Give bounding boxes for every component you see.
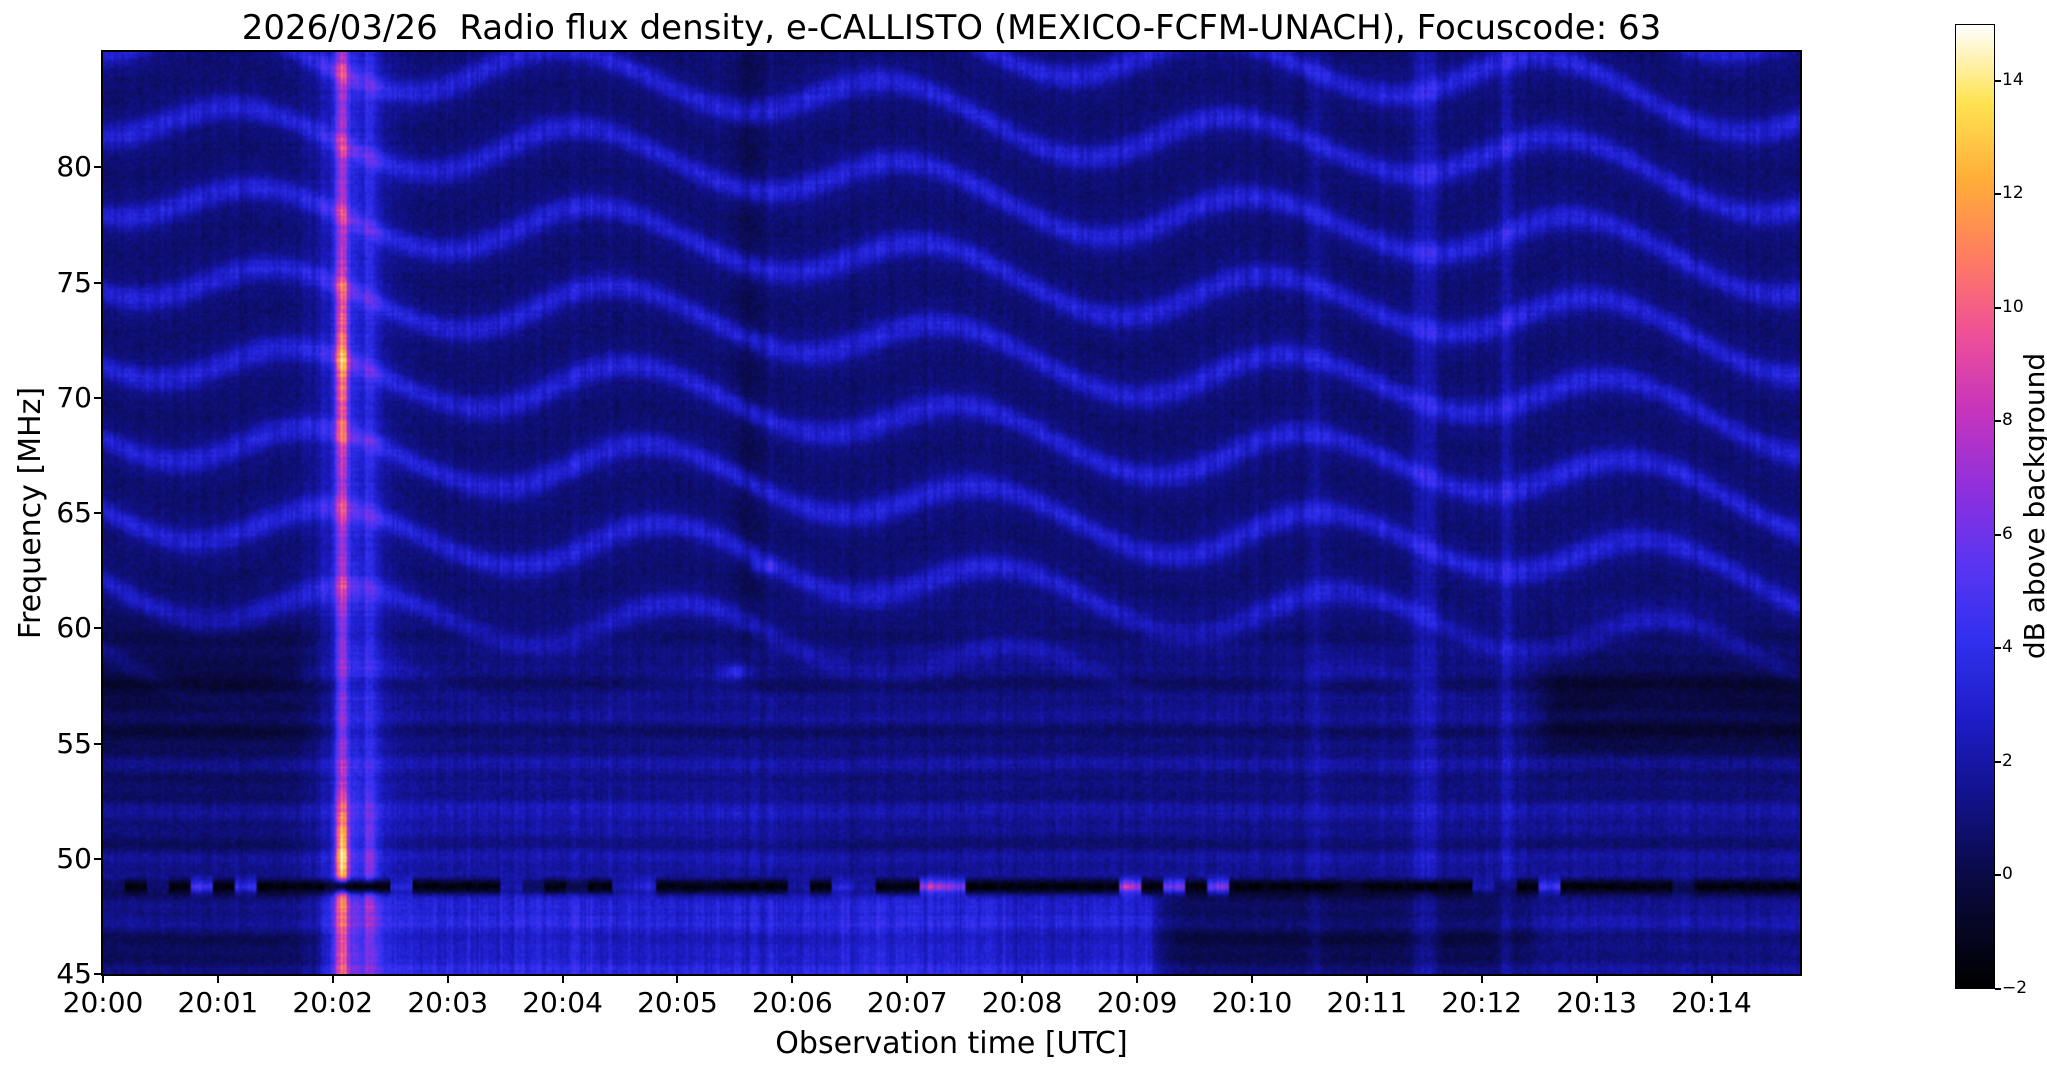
x-tick-mark [906,974,909,983]
colorbar-tick-label: 12 [2002,183,2024,204]
colorbar-tick-label: −2 [2002,978,2028,998]
y-tick-mark [94,857,103,860]
colorbar-tick-label: 8 [2002,410,2013,431]
x-tick-mark [1021,974,1024,983]
colorbar-tick-label: 10 [2002,296,2024,317]
x-tick-mark [1595,974,1598,983]
x-tick-label: 20:06 [752,986,833,1019]
colorbar-gradient [1956,25,1994,988]
x-tick-mark [676,974,679,983]
colorbar-tick-mark [1995,306,2001,309]
y-tick-mark [94,166,103,169]
x-axis-label: Observation time [UTC] [775,1026,1128,1061]
x-tick-label: 20:05 [637,986,718,1019]
x-tick-label: 20:07 [866,986,948,1019]
x-tick-mark [1365,974,1368,983]
x-tick-label: 20:02 [292,986,374,1019]
colorbar-tick-mark [1995,193,2001,196]
y-tick-mark [94,627,103,630]
x-tick-label: 20:10 [1211,986,1293,1019]
colorbar-tick-mark [1995,79,2001,82]
colorbar-label: dB above background [2018,352,2047,660]
spectrogram-canvas [103,52,1800,974]
y-tick-label: 75 [56,265,92,299]
x-tick-mark [1136,974,1139,983]
x-tick-mark [102,974,104,983]
x-tick-label: 20:11 [1326,986,1408,1019]
x-tick-mark [1250,974,1253,983]
colorbar-tick-mark [1995,533,2001,536]
x-tick-label: 20:01 [177,986,259,1019]
y-tick-label: 70 [56,380,92,414]
colorbar-tick-mark [1995,420,2001,423]
colorbar-tick-label: 6 [2002,523,2013,544]
colorbar-tick-label: 0 [2002,864,2013,885]
y-tick-label: 60 [56,611,92,645]
y-tick-mark [94,742,103,745]
y-tick-label: 50 [56,841,92,875]
x-tick-mark [216,974,219,983]
x-tick-mark [446,974,449,983]
y-tick-label: 45 [56,957,92,990]
x-tick-label: 20:12 [1441,986,1523,1019]
x-tick-mark [561,974,564,983]
x-tick-mark [1710,974,1713,983]
colorbar-tick-mark [1995,760,2001,763]
x-tick-mark [791,974,794,983]
y-tick-label: 55 [56,726,92,760]
x-tick-label: 20:08 [981,986,1063,1019]
y-tick-mark [94,396,103,399]
x-tick-label: 20:14 [1671,986,1752,1019]
colorbar-tick-label: 14 [2002,69,2024,90]
colorbar-tick-label: 4 [2002,637,2013,658]
x-tick-mark [331,974,334,983]
y-tick-mark [94,512,103,514]
x-tick-label: 20:13 [1556,986,1637,1019]
x-tick-label: 20:03 [407,986,489,1019]
colorbar-tick-label: 2 [2002,750,2013,771]
y-tick-mark [94,281,103,284]
y-tick-mark [94,973,103,975]
colorbar-tick-mark [1995,874,2001,877]
x-tick-label: 20:00 [62,986,144,1019]
colorbar [1955,24,1995,989]
y-tick-label: 80 [56,150,92,184]
colorbar-tick-mark [1995,988,2001,990]
y-tick-label: 65 [56,496,92,529]
y-axis-label: Frequency [MHz] [13,386,48,640]
colorbar-tick-mark [1995,647,2001,650]
x-tick-label: 20:04 [522,986,603,1019]
x-tick-label: 20:09 [1096,986,1178,1019]
plot-area [101,50,1802,976]
x-tick-mark [1480,974,1483,983]
chart-title: 2026/03/26 Radio flux density, e-CALLIST… [241,8,1662,48]
